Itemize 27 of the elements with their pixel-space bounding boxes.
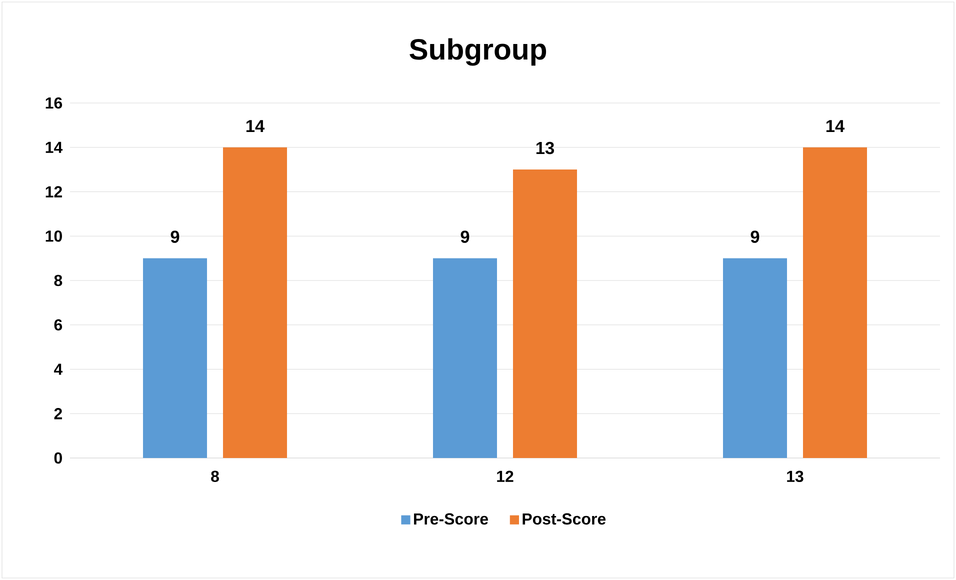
- data-label: 9: [170, 230, 180, 243]
- y-tick-label: 8: [54, 274, 62, 286]
- legend-label: Post-Score: [522, 513, 606, 525]
- y-tick-label: 16: [46, 97, 62, 109]
- y-tick-label: 12: [46, 186, 62, 198]
- data-label: 9: [750, 230, 760, 243]
- y-tick-label: 4: [54, 364, 63, 375]
- bar: [723, 258, 788, 458]
- legend-label: Pre-Score: [414, 513, 488, 525]
- bar: [433, 258, 498, 458]
- bar: [513, 170, 578, 458]
- y-tick-label: 14: [46, 142, 63, 153]
- chart-title: Subgroup: [410, 38, 546, 66]
- data-label: 13: [536, 142, 554, 154]
- bar: [143, 258, 208, 458]
- y-tick-label: 6: [54, 319, 62, 331]
- x-tick-label: 13: [787, 470, 804, 482]
- y-tick-label: 10: [46, 230, 62, 242]
- bar: [803, 147, 868, 458]
- data-label: 14: [826, 120, 845, 132]
- x-tick-label: 8: [211, 470, 219, 482]
- data-label: 14: [246, 120, 265, 132]
- x-tick-label: 12: [497, 470, 514, 482]
- y-tick-label: 0: [54, 452, 62, 464]
- bar: [223, 147, 288, 458]
- data-label: 9: [460, 230, 470, 243]
- y-tick-label: 2: [54, 408, 62, 420]
